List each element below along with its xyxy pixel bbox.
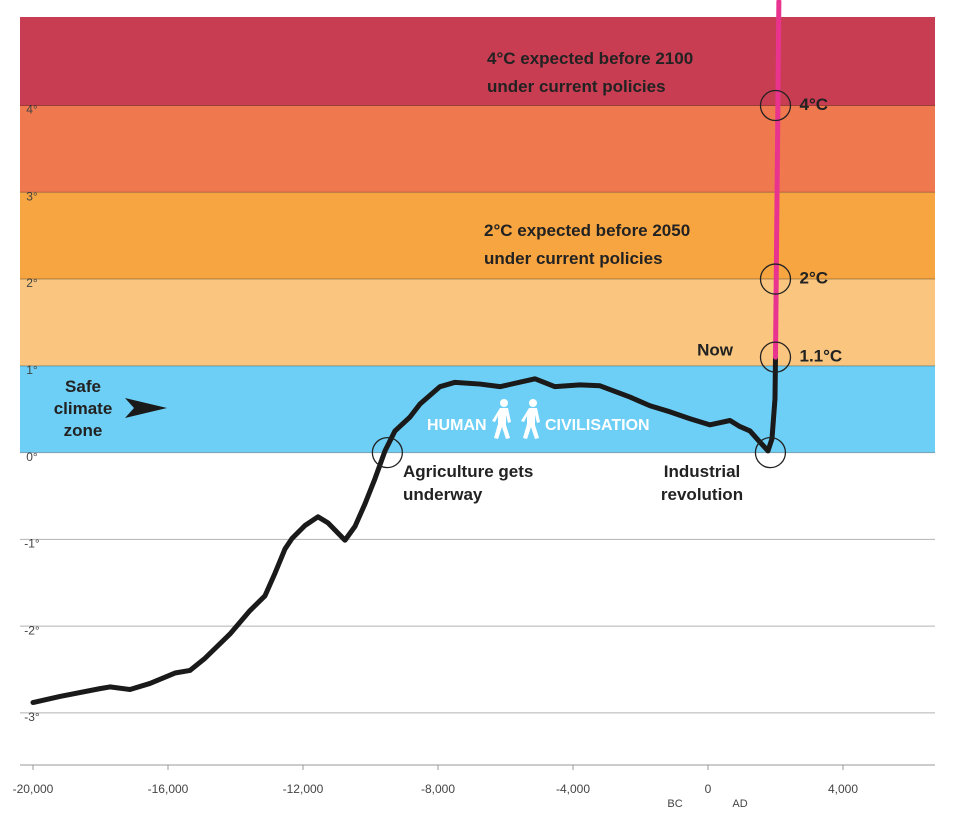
annotation: 2°C expected before 2050 under current po…	[484, 221, 690, 268]
marker-label: 1.1°C	[799, 347, 842, 366]
band	[20, 192, 935, 280]
x-tick-label: -12,000	[283, 782, 324, 796]
marker-circle	[759, 263, 792, 295]
y-tick-label: -3°	[24, 710, 40, 724]
grid: -3° -2° -1° 0° 1° 2° 3° 4° -20,000 -16,000 -12,000…	[13, 103, 935, 796]
y-tick-label: -1°	[24, 537, 40, 551]
y-tick-label: 1°	[26, 363, 38, 377]
y-tick-label: 0°	[26, 450, 38, 464]
x-tick-label: -8,000	[421, 782, 455, 796]
era-label: AD	[732, 798, 747, 810]
marker-circle	[759, 89, 792, 122]
markers: 1.1°C 2°C 4°C	[371, 89, 842, 469]
x-tick-label: 0	[705, 782, 712, 796]
marker-circle	[759, 341, 792, 373]
marker-circle	[371, 436, 404, 469]
y-tick-label: 4°	[26, 103, 38, 117]
annotation: CIVILISATION	[545, 417, 650, 434]
annotation: HUMAN	[427, 417, 487, 434]
era-label: BC	[667, 798, 682, 810]
annotation: 4°C expected before 2100 under current po…	[487, 49, 693, 96]
x-tick-label: -16,000	[148, 782, 189, 796]
y-tick-label: -2°	[24, 623, 40, 637]
temperature-line	[772, 0, 782, 360]
bands	[20, 17, 935, 453]
annotation: Industrial revolution	[661, 462, 743, 504]
band	[20, 105, 935, 193]
lines	[30, 0, 782, 706]
band	[20, 365, 935, 453]
marker-circle	[754, 436, 787, 469]
annotation: Agriculture gets underway	[403, 462, 533, 504]
y-tick-label: 2°	[26, 276, 38, 290]
annotation: Safe climate zone	[54, 377, 113, 440]
x-tick-label: 4,000	[828, 782, 858, 796]
marker-label: 4°C	[799, 95, 828, 114]
marker-label: 2°C	[799, 269, 828, 288]
y-tick-label: 3°	[26, 189, 38, 203]
band	[20, 279, 935, 366]
temperature-line	[30, 354, 778, 706]
annotation: Now	[697, 340, 734, 359]
safe-zone-arrow	[125, 398, 167, 418]
x-tick-label: -4,000	[556, 782, 590, 796]
x-tick-label: -20,000	[13, 782, 54, 796]
walking-figures	[492, 399, 540, 439]
band	[20, 17, 935, 106]
